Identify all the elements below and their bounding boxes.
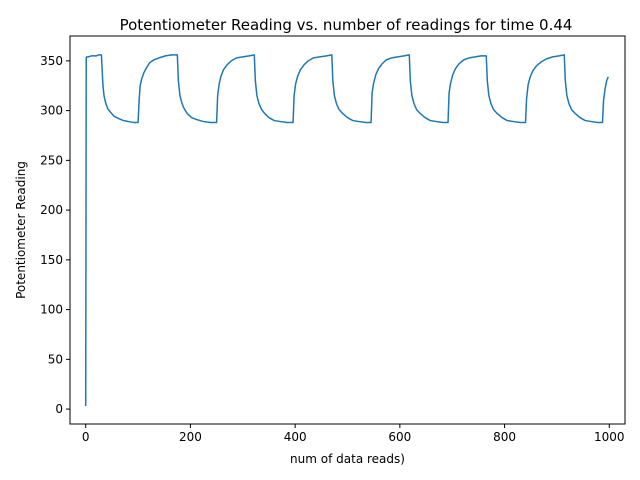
y-tick-label: 150 [40, 253, 63, 267]
y-tick-label: 300 [40, 104, 63, 118]
x-tick-label: 400 [284, 430, 307, 444]
y-axis-label: Potentiometer Reading [14, 161, 28, 299]
y-tick-label: 250 [40, 153, 63, 167]
y-axis: 0 50 100 150 200 250 300 350 [40, 54, 70, 416]
x-tick-label: 1000 [594, 430, 625, 444]
x-tick-label: 800 [493, 430, 516, 444]
y-tick-label: 0 [55, 402, 63, 416]
x-tick-label: 600 [388, 430, 411, 444]
x-tick-label: 200 [179, 430, 202, 444]
y-tick-label: 100 [40, 303, 63, 317]
series-line-0 [84, 54, 609, 407]
chart-title: Potentiometer Reading vs. number of read… [120, 16, 573, 34]
plot-series-layer [84, 54, 609, 407]
y-tick-label: 350 [40, 54, 63, 68]
x-axis: 0 200 400 600 800 1000 [82, 424, 625, 444]
x-tick-label: 0 [82, 430, 90, 444]
plot-frame [69, 35, 626, 425]
y-tick-label: 200 [40, 203, 63, 217]
x-axis-label: num of data reads) [290, 452, 405, 466]
y-tick-label: 50 [48, 352, 63, 366]
